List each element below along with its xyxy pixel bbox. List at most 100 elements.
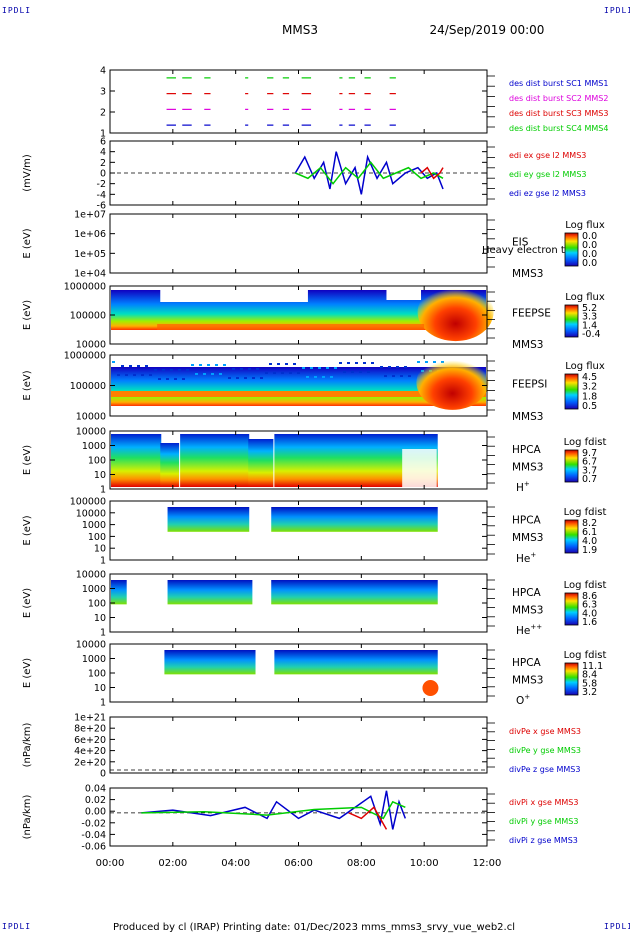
y-axis-label: E (eV) xyxy=(22,370,33,400)
species-symbol: He xyxy=(516,553,530,565)
time-tick-label: 10:00 xyxy=(410,858,439,869)
y-axis-label: E (eV) xyxy=(22,445,33,475)
colorbar-title: Log fdist xyxy=(564,580,607,591)
series-line xyxy=(348,806,388,830)
legend-entry: des dist burst SC3 MMS3 xyxy=(509,109,608,118)
time-tick-label: 08:00 xyxy=(347,858,376,869)
panel-frame xyxy=(109,213,488,274)
feepsi-speckle xyxy=(388,366,391,368)
colorbar-tick-label: 1.9 xyxy=(582,545,597,556)
instrument-labels: HPCA MMS3 O+ xyxy=(512,657,543,707)
feepsi-speckle xyxy=(178,369,181,371)
y-tick-label: 10000 xyxy=(76,570,106,581)
instrument-name: FEEPSI xyxy=(512,378,547,390)
hpca-sparse-block xyxy=(167,507,250,532)
colorbar-title: Log fdist xyxy=(564,507,607,518)
hpca-sparse-block xyxy=(167,580,253,605)
colorbar-tick-label: 6.7 xyxy=(582,457,597,468)
y-tick-label: -0.06 xyxy=(81,842,106,853)
feepsi-speckle xyxy=(219,373,222,375)
feepsi-speckle xyxy=(149,374,152,376)
feepsi-speckle xyxy=(170,369,173,371)
colorbar-tick-label: 1.6 xyxy=(582,617,597,628)
feepsi-speckle xyxy=(351,371,354,373)
colorbar-tick-label: 6.3 xyxy=(582,600,597,611)
legend-entry: edi ey gse l2 MMS3 xyxy=(509,170,587,179)
y-tick-label: 2 xyxy=(100,158,106,169)
y-tick-label: 10 xyxy=(94,683,106,694)
feepsi-speckle xyxy=(174,378,177,380)
panel-frame xyxy=(109,716,488,774)
y-axis-label: E (eV) xyxy=(22,228,33,258)
y-axis-label: (nPa/km) xyxy=(22,723,33,768)
species-charge: + xyxy=(524,693,530,701)
feepsi-speckle xyxy=(129,365,132,367)
legend-entry: edi ez gse l2 MMS3 xyxy=(509,189,586,198)
y-tick-label: -0.02 xyxy=(81,818,106,829)
y-axis-label: E (eV) xyxy=(22,515,33,545)
y-tick-label: 6e+20 xyxy=(74,735,106,746)
colorbar-tick-label: -0.4 xyxy=(582,329,601,340)
feepsi-speckle xyxy=(289,372,292,374)
feepsi-speckle xyxy=(322,376,325,378)
y-axis-label: (mV/m) xyxy=(22,154,33,192)
panel-content-burst xyxy=(166,77,396,126)
colorbar-tick-label: 4.0 xyxy=(582,536,597,547)
y-axis-label: E (eV) xyxy=(22,588,33,618)
colorbar-tick-label: 0.5 xyxy=(582,401,597,412)
y-tick-label: 1e+07 xyxy=(74,210,106,221)
feepsi-speckle xyxy=(273,372,276,374)
feepsi-speckle xyxy=(252,377,255,379)
y-tick-label: 1000 xyxy=(82,520,106,531)
y-axis-label: E (eV) xyxy=(22,658,33,688)
y-tick-label: 1 xyxy=(100,485,106,496)
feepsi-speckle xyxy=(343,371,346,373)
colorbar-title: Log flux xyxy=(565,361,605,372)
y-tick-label: -0.04 xyxy=(81,830,106,841)
species-charge: + xyxy=(524,480,530,488)
feepsi-speckle xyxy=(285,363,288,365)
feepsi-speckle xyxy=(166,378,169,380)
feepsi-speckle xyxy=(318,367,321,369)
colorbar-tick-label: 4.0 xyxy=(582,608,597,619)
y-tick-label: 1e+04 xyxy=(74,269,106,280)
y-tick-label: 2e+20 xyxy=(74,757,106,768)
colorbar-tick-label: 0.7 xyxy=(582,474,597,485)
feepsi-speckle xyxy=(425,361,428,363)
legend-entry: edi ex gse l2 MMS3 xyxy=(509,151,586,160)
instrument-name: HPCA xyxy=(512,587,542,599)
colorbar-tick-label: 1.4 xyxy=(582,320,597,331)
instrument-labels: HPCA MMS3 He++ xyxy=(512,587,543,637)
panel-burst: 1 2 3 4 des dist burst SC1 MMS1 des dist burs… xyxy=(100,66,608,140)
instrument-spacecraft: MMS3 xyxy=(512,532,543,544)
y-tick-label: 0.02 xyxy=(85,795,106,806)
colorbar-tick-label: 0.0 xyxy=(582,249,597,260)
feepsi-speckle xyxy=(154,369,157,371)
feepsi-speckle xyxy=(363,362,366,364)
species-label: O+ xyxy=(516,693,530,707)
legend-entry: divPe z gse MMS3 xyxy=(509,765,580,774)
feepsi-speckle xyxy=(396,366,399,368)
panel-frame xyxy=(109,787,488,847)
feepsi-speckle xyxy=(281,372,284,374)
instrument-labels: HPCA MMS3 H+ xyxy=(512,444,543,494)
feepsi-speckle xyxy=(158,378,161,380)
header-date: 24/Sep/2019 00:00 xyxy=(430,23,545,37)
instrument-spacecraft: MMS3 xyxy=(512,674,543,686)
colorbar-title: Log flux xyxy=(565,292,605,303)
y-tick-label: 0 xyxy=(100,769,106,780)
y-tick-label: 100000 xyxy=(70,497,106,508)
panel-eis: 1e+04 1e+05 1e+06 1e+07 E (eV) EIS MMS3 Heavy e… xyxy=(22,210,605,281)
y-tick-label: 8e+20 xyxy=(74,724,106,735)
species-label: He++ xyxy=(516,623,542,637)
feepse-lowband xyxy=(157,324,425,330)
feepsi-speckle xyxy=(297,372,300,374)
series-line xyxy=(295,161,444,185)
feepsi-speckle xyxy=(384,375,387,377)
colorbar-tick-label: 0.0 xyxy=(582,240,597,251)
feepsi-hotspot xyxy=(416,355,489,410)
colorbar-tick-label: 4.5 xyxy=(582,372,597,383)
hpca-sparse-block xyxy=(164,650,256,675)
